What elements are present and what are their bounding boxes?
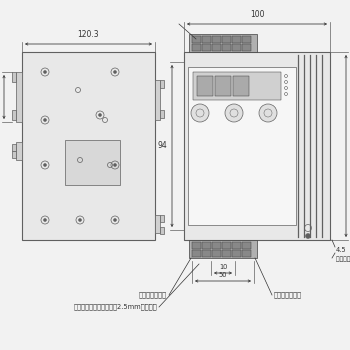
Bar [189,240,257,258]
Bar [160,215,164,222]
Bar [197,76,213,96]
Text: スクリューレス端子台（2.5mmピッチ）: スクリューレス端子台（2.5mmピッチ） [74,304,157,310]
Circle shape [259,104,277,122]
Bar [242,242,251,249]
Text: （スライド時 15max.）: （スライド時 15max.） [336,256,350,262]
Bar [12,144,16,151]
Bar [192,250,201,257]
Bar [202,36,211,43]
Bar [212,250,221,257]
Bar [155,80,160,120]
Bar [202,242,211,249]
Bar [242,44,251,51]
Bar [12,110,16,120]
Bar [202,44,211,51]
Circle shape [78,218,82,222]
Circle shape [43,70,47,74]
Text: 4.5: 4.5 [336,247,346,253]
Text: 120.3: 120.3 [78,30,99,39]
Bar [232,242,241,249]
Circle shape [43,218,47,222]
Bar [212,242,221,249]
Bar [192,36,201,43]
Circle shape [113,218,117,222]
Bar [233,76,249,96]
Circle shape [113,70,117,74]
Bar [160,110,164,118]
Bar [222,44,231,51]
Circle shape [225,104,243,122]
Bar [184,52,330,240]
Circle shape [43,119,47,121]
Bar [155,215,160,233]
Bar [16,142,22,160]
Text: 94: 94 [157,141,167,150]
Bar [192,44,201,51]
Bar [16,72,22,122]
Bar [232,250,241,257]
Bar [212,36,221,43]
Bar [212,44,221,51]
Text: レールストッパ: レールストッパ [274,292,302,298]
Bar [232,44,241,51]
Bar [65,140,120,185]
Bar [189,34,257,52]
Bar [192,242,201,249]
Circle shape [191,104,209,122]
Bar [160,227,164,234]
Text: 50: 50 [219,272,227,278]
Text: 10: 10 [219,264,227,270]
Text: レールストッパ: レールストッパ [139,292,167,298]
Bar [222,250,231,257]
Circle shape [43,163,47,167]
Bar [193,72,281,100]
Text: 100: 100 [250,10,264,19]
Circle shape [98,113,101,117]
Circle shape [113,163,117,167]
Bar [232,36,241,43]
Bar [188,67,296,225]
Bar [12,151,16,158]
Bar [160,80,164,88]
Circle shape [306,233,310,238]
Bar [12,72,16,82]
Bar [215,76,231,96]
Bar [222,242,231,249]
Bar [242,36,251,43]
Bar [222,36,231,43]
Bar [202,250,211,257]
Bar [22,52,155,240]
Bar [242,250,251,257]
